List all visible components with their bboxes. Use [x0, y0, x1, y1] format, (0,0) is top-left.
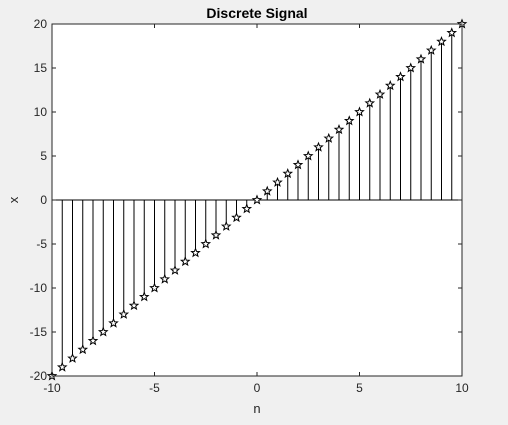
stem-marker — [118, 308, 130, 319]
stem-marker — [282, 168, 294, 179]
y-tick-label: -15 — [30, 325, 48, 339]
stem-marker — [405, 62, 417, 73]
stem-marker — [179, 256, 191, 267]
stem-marker — [364, 97, 376, 108]
chart-title: Discrete Signal — [206, 5, 307, 21]
stem-marker — [313, 141, 324, 152]
y-tick-label: 5 — [40, 149, 47, 163]
stem-marker — [415, 53, 427, 64]
stem-marker — [190, 247, 201, 258]
stem-marker — [395, 71, 406, 82]
x-tick-label: -10 — [43, 381, 61, 395]
y-tick-label: 0 — [40, 193, 47, 207]
y-tick-label: -10 — [30, 281, 48, 295]
stem-marker — [354, 106, 365, 117]
stem-marker — [436, 36, 447, 47]
x-tick-label: 5 — [356, 381, 363, 395]
stem-marker — [231, 212, 242, 223]
stem-marker — [169, 264, 181, 275]
y-tick-label: 20 — [34, 17, 48, 31]
stem-marker — [425, 44, 437, 55]
stem-marker — [56, 361, 68, 372]
stem-marker — [67, 352, 78, 363]
stem-marker — [251, 194, 263, 205]
stem-marker — [77, 344, 89, 355]
x-axis-label: n — [253, 401, 260, 416]
stem-marker — [446, 27, 458, 38]
y-tick-label: 15 — [34, 61, 48, 75]
stem-marker — [272, 176, 283, 187]
y-tick-label: -20 — [30, 369, 48, 383]
stem-marker — [374, 88, 386, 99]
y-axis-label: x — [6, 196, 21, 203]
y-tick-label: -5 — [36, 237, 47, 251]
stem-marker — [210, 229, 222, 240]
x-tick-label: -5 — [149, 381, 160, 395]
stem-marker — [138, 291, 150, 302]
stem-marker — [97, 326, 109, 337]
stem-marker — [87, 335, 99, 346]
stem-marker — [343, 115, 355, 126]
y-tick-label: 10 — [34, 105, 48, 119]
x-tick-label: 0 — [254, 381, 261, 395]
stem-marker — [220, 220, 232, 231]
stem-marker — [261, 185, 273, 196]
stem-marker — [292, 159, 304, 170]
stem-marker — [149, 282, 160, 293]
x-tick-label: 10 — [455, 381, 469, 395]
stem-marker — [333, 124, 345, 135]
stem-marker — [323, 132, 335, 143]
stem-marker — [159, 273, 171, 284]
ticks-group: -10 -5 0 5 10 -20 -15 -10 -5 0 5 10 15 20 — [30, 17, 469, 395]
stem-marker — [200, 238, 212, 249]
stem-marker — [128, 300, 140, 311]
stem-marker — [302, 150, 314, 161]
stem-marker — [384, 80, 396, 91]
markers-group — [46, 18, 468, 381]
stem-marker — [108, 317, 119, 328]
stem-marker — [241, 203, 253, 214]
